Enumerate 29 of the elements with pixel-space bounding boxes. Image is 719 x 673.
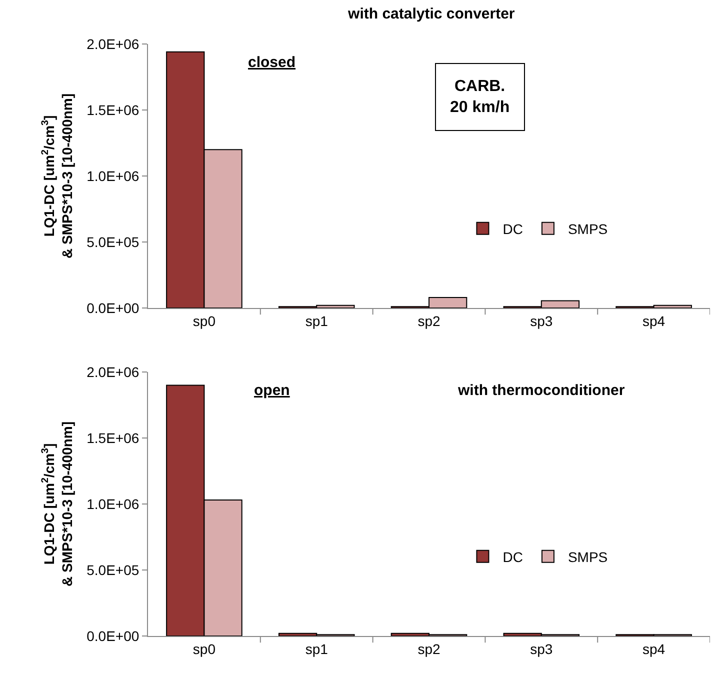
x-tick-label: sp3	[530, 312, 553, 329]
x-tick-label: sp3	[530, 640, 553, 657]
legend-label: SMPS	[568, 220, 608, 237]
legend-label: DC	[502, 220, 523, 237]
y-tick-label: 1.0E+06	[86, 168, 140, 184]
annotation: CARB. 20 km/h	[450, 78, 510, 116]
chart-title: with catalytic converter	[347, 6, 515, 23]
x-tick-label: sp4	[642, 312, 666, 329]
y-tick-label: 2.0E+06	[86, 364, 140, 380]
x-tick-label: sp0	[192, 640, 216, 657]
x-tick-label: sp0	[192, 312, 216, 329]
annotation: with thermoconditioner	[457, 382, 625, 399]
annotation: closed	[248, 54, 296, 71]
x-tick-label: sp1	[305, 640, 328, 657]
legend-label: DC	[502, 548, 523, 565]
y-tick-label: 0.0E+00	[86, 628, 140, 644]
y-tick-label: 5.0E+05	[86, 234, 140, 250]
x-tick-label: sp1	[305, 312, 328, 329]
x-tick-label: sp2	[418, 312, 440, 329]
y-tick-label: 1.5E+06	[86, 430, 140, 446]
x-tick-label: sp4	[642, 640, 666, 657]
y-tick-label: 0.0E+00	[86, 300, 140, 316]
y-tick-label: 2.0E+06	[86, 36, 140, 52]
y-tick-label: 1.0E+06	[86, 496, 140, 512]
x-tick-label: sp2	[418, 640, 440, 657]
y-tick-label: 1.5E+06	[86, 102, 140, 118]
legend-label: SMPS	[568, 548, 608, 565]
annotation: open	[254, 382, 290, 399]
y-tick-label: 5.0E+05	[86, 562, 140, 578]
